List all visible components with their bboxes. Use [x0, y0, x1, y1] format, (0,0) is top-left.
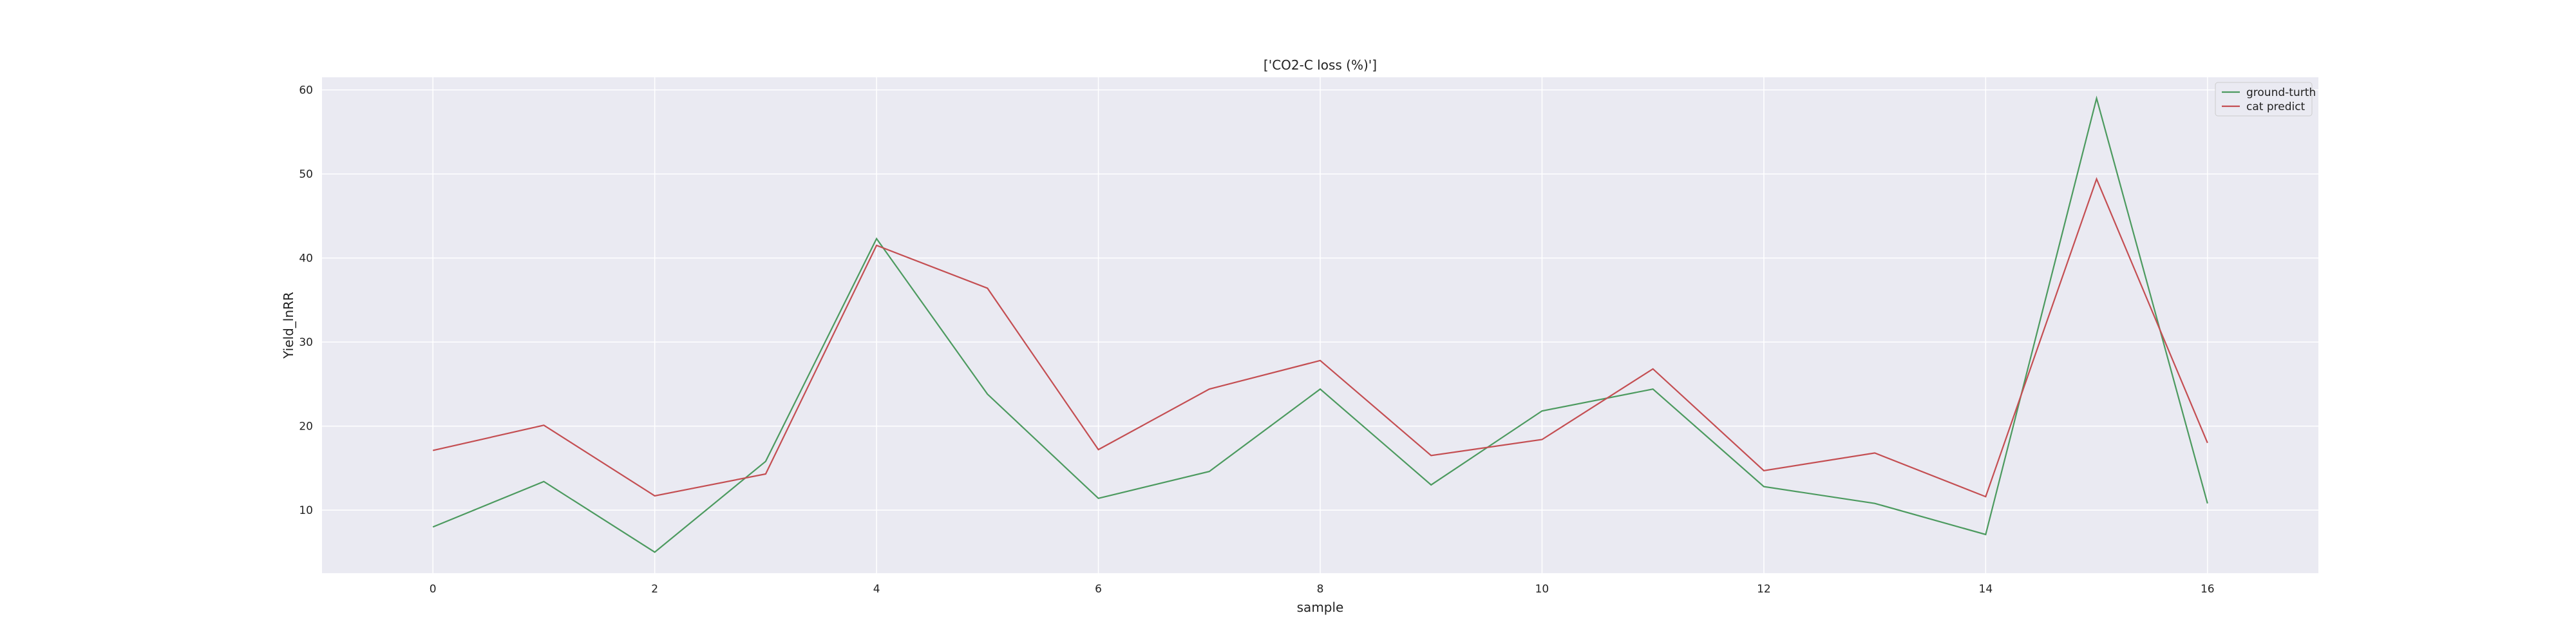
- series-lines: [432, 95, 2208, 553]
- legend-box: [2215, 82, 2313, 117]
- x-tick-label: 2: [651, 583, 658, 596]
- y-tick-label: 20: [299, 421, 313, 433]
- y-tick-labels: 10 20 30 40 50 60: [299, 84, 313, 518]
- y-axis-label: Yield_lnRR: [281, 292, 296, 359]
- chart-title: ['CO2-C loss (%)']: [1264, 57, 1377, 73]
- x-axis-label: sample: [1297, 600, 1344, 615]
- y-tick-label: 60: [299, 84, 313, 97]
- x-tick-labels: 0 2 4 6 8 10 12 14 16: [430, 583, 2215, 596]
- x-tick-label: 12: [1757, 583, 1771, 596]
- y-tick-label: 40: [299, 252, 313, 265]
- grid-lines: [322, 77, 2318, 573]
- legend-label-ground-turth: ground-turth: [2246, 86, 2316, 99]
- series-line-ground-turth: [432, 95, 2208, 553]
- x-tick-label: 6: [1095, 583, 1102, 596]
- y-tick-label: 30: [299, 336, 313, 349]
- y-tick-label: 10: [299, 504, 313, 517]
- x-tick-label: 10: [1535, 583, 1549, 596]
- y-tick-label: 50: [299, 168, 313, 181]
- legend-label-cat-predict: cat predict: [2246, 100, 2306, 113]
- x-tick-label: 0: [430, 583, 437, 596]
- x-tick-label: 16: [2201, 583, 2215, 596]
- legend: ground-turth cat predict: [2215, 82, 2316, 117]
- x-tick-label: 14: [1979, 583, 1993, 596]
- series-line-cat-predict: [432, 176, 2208, 498]
- x-tick-label: 4: [873, 583, 880, 596]
- x-tick-label: 8: [1317, 583, 1324, 596]
